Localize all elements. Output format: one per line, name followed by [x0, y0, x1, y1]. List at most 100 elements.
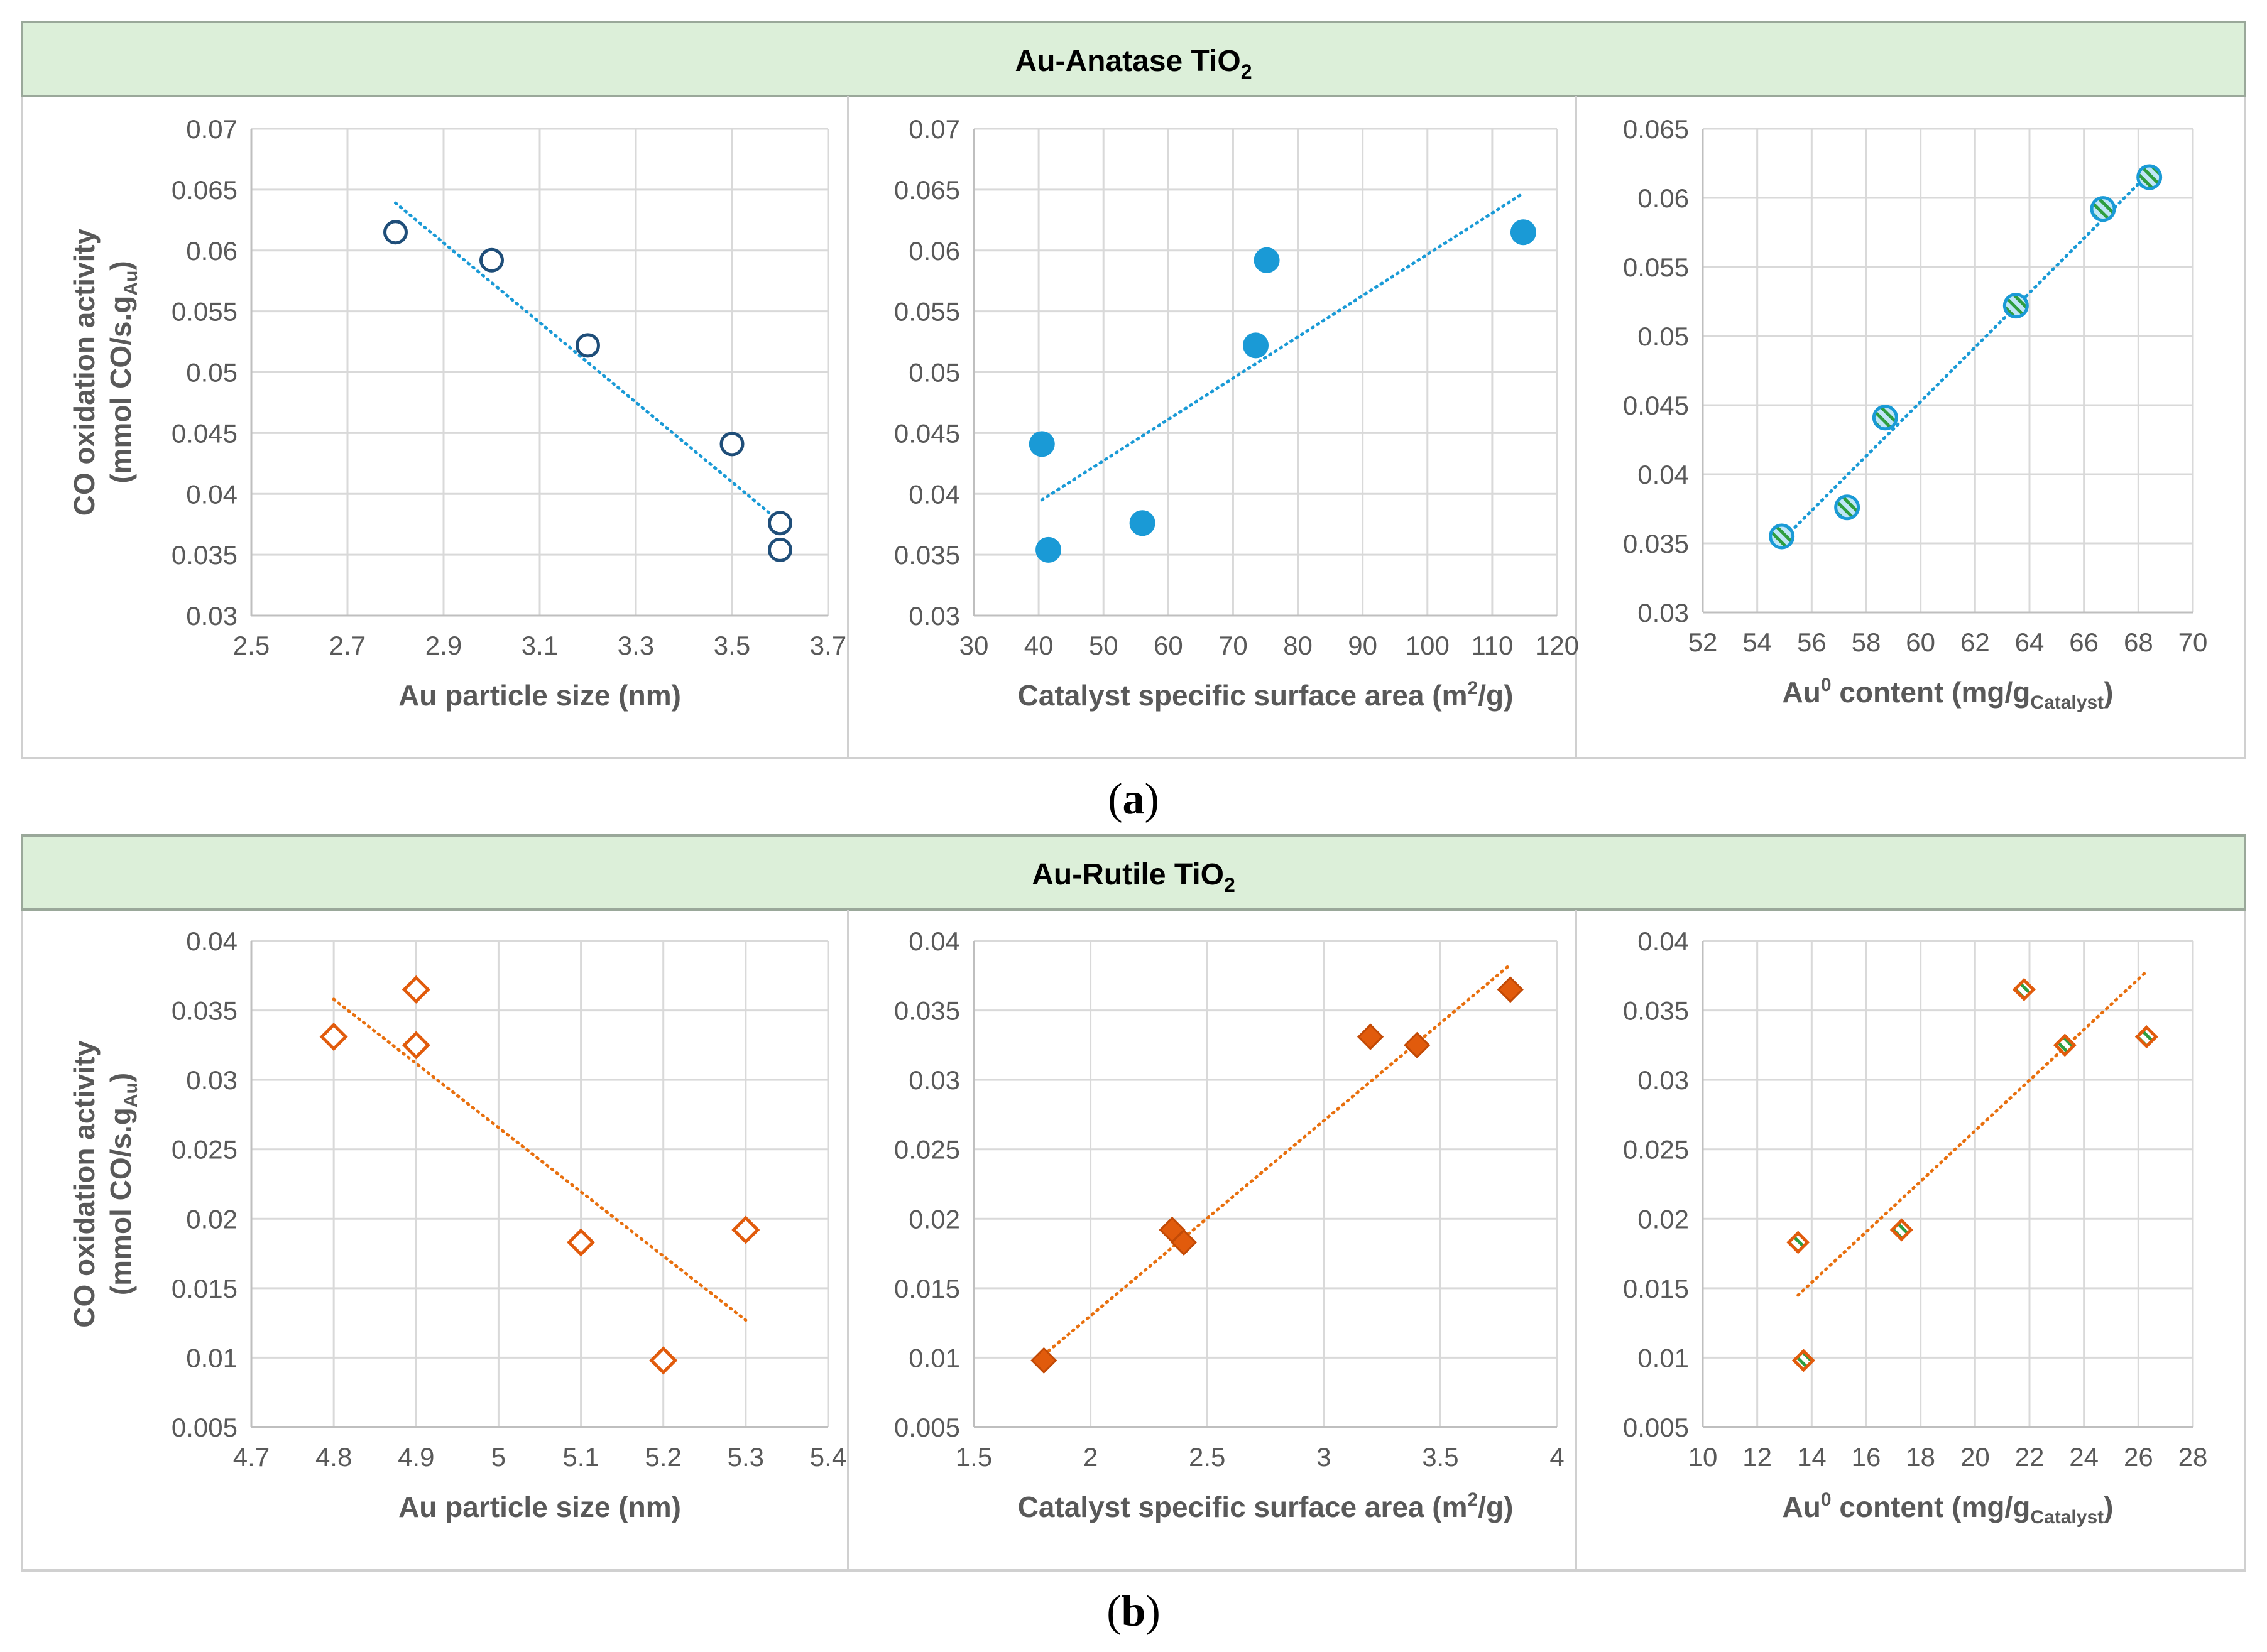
y-axis-label: CO oxidation activity (mmol CO/s.gAu) — [68, 1040, 141, 1328]
x-tick-label: 2.5 — [1189, 1442, 1225, 1472]
y-tick-label: 0.03 — [186, 601, 238, 631]
x-tick-label: 16 — [1852, 1442, 1881, 1472]
x-tick-label: 24 — [2069, 1442, 2099, 1472]
data-point — [576, 333, 600, 358]
data-point — [402, 1031, 430, 1060]
y-tick-label: 0.04 — [186, 479, 238, 509]
section-anatase: Au-Anatase TiO2 CO oxidation activity (mmo… — [21, 21, 2246, 823]
x-tick-label: 3.3 — [618, 631, 654, 660]
x-tick-label: 90 — [1348, 631, 1377, 660]
x-tick-label: 5 — [491, 1442, 506, 1472]
y-tick-label: 0.03 — [909, 1065, 960, 1095]
figure-caption: (b) — [1106, 1587, 1161, 1636]
y-tick-label: 0.025 — [172, 1135, 238, 1165]
y-tick-label: 0.025 — [894, 1135, 960, 1165]
x-tick-label: 2 — [1083, 1442, 1098, 1472]
data-point — [383, 220, 408, 245]
trendline — [332, 997, 748, 1322]
y-tick-label: 0.01 — [186, 1343, 238, 1372]
figure-caption: (a) — [1108, 775, 1159, 823]
panel-frame — [21, 834, 2246, 1572]
data-point — [1129, 510, 1155, 536]
chart-rutile-surface-area: 0.005 0.01 0.015 0.02 0.025 0.03 0.035 0.04 1.5 2… — [894, 927, 1565, 1523]
x-tick-label: 50 — [1089, 631, 1118, 660]
y-tick-label: 0.005 — [1623, 1413, 1689, 1442]
x-tick-label: 30 — [959, 631, 989, 660]
x-tick-label: 20 — [1960, 1442, 1990, 1472]
data-point — [1357, 1023, 1384, 1050]
y-tick-label: 0.05 — [1637, 322, 1689, 351]
chart-anatase-particle-size: 0.03 0.035 0.04 0.045 0.05 0.055 0.06 0.065 0.07… — [172, 114, 846, 712]
y-tick-label: 0.04 — [909, 479, 960, 509]
x-tick-label: 3 — [1316, 1442, 1331, 1472]
x-tick-label: 4.8 — [315, 1442, 352, 1472]
data-point — [1254, 247, 1280, 273]
data-point — [402, 975, 430, 1004]
x-tick-label: 3.5 — [714, 631, 750, 660]
data-point — [1834, 494, 1860, 521]
y-tick-label: 0.035 — [1623, 996, 1689, 1026]
x-tick-label: 14 — [1797, 1442, 1827, 1472]
x-tick-label: 54 — [1742, 628, 1772, 657]
y-tick-label: 0.02 — [186, 1204, 238, 1234]
x-tick-label: 68 — [2124, 628, 2153, 657]
x-tick-label: 52 — [1688, 628, 1718, 657]
trendline — [1040, 192, 1525, 502]
data-point — [1872, 405, 1898, 431]
x-tick-label: 70 — [2178, 628, 2208, 657]
y-tick-label: 0.035 — [894, 996, 960, 1026]
x-tick-label: 62 — [1960, 628, 1990, 657]
x-tick-label: 70 — [1218, 631, 1248, 660]
x-tick-label: 80 — [1283, 631, 1313, 660]
x-tick-label: 56 — [1797, 628, 1827, 657]
data-point — [319, 1023, 348, 1052]
y-tick-label: 0.065 — [1623, 114, 1689, 144]
panel-frame — [21, 21, 2246, 759]
trendline — [1796, 970, 2148, 1297]
data-point — [1510, 219, 1536, 246]
y-tick-label: 0.005 — [894, 1413, 960, 1442]
x-tick-label: 4.7 — [233, 1442, 270, 1472]
y-tick-label: 0.05 — [909, 358, 960, 388]
x-tick-label: 40 — [1024, 631, 1054, 660]
x-tick-label: 5.4 — [810, 1442, 846, 1472]
data-point — [2090, 196, 2116, 222]
data-point — [768, 511, 792, 536]
trendline — [394, 201, 782, 524]
y-tick-label: 0.035 — [172, 540, 238, 570]
data-point — [2136, 164, 2163, 190]
y-tick-label: 0.035 — [894, 540, 960, 570]
y-tick-label: 0.03 — [1637, 598, 1689, 628]
x-tick-label: 60 — [1154, 631, 1183, 660]
x-tick-label: 2.9 — [425, 631, 462, 660]
data-point — [1786, 1231, 1810, 1254]
data-point — [1029, 431, 1055, 457]
x-tick-label: 26 — [2124, 1442, 2153, 1472]
data-point — [1791, 1349, 1815, 1372]
data-point — [1170, 1229, 1198, 1256]
y-tick-label: 0.01 — [909, 1343, 960, 1372]
y-tick-label: 0.07 — [186, 114, 238, 144]
section-title: Au-Rutile TiO2 — [1032, 858, 1235, 896]
y-tick-label: 0.03 — [909, 601, 960, 631]
y-axis-label: CO oxidation activity (mmol CO/s.gAu) — [68, 228, 141, 516]
x-tick-label: 4 — [1549, 1442, 1564, 1472]
x-tick-label: 60 — [1906, 628, 1935, 657]
x-axis-label: Au particle size (nm) — [398, 1491, 681, 1523]
y-tick-label: 0.07 — [909, 114, 960, 144]
trendline — [1042, 963, 1512, 1357]
data-point — [1035, 536, 1062, 563]
chart-rutile-particle-size: 0.005 0.01 0.015 0.02 0.025 0.03 0.035 0.04 4.7 4… — [172, 927, 846, 1523]
x-tick-label: 12 — [1742, 1442, 1772, 1472]
y-tick-label: 0.04 — [1637, 460, 1689, 489]
x-tick-label: 66 — [2069, 628, 2099, 657]
x-tick-label: 64 — [2015, 628, 2045, 657]
x-tick-label: 5.2 — [645, 1442, 682, 1472]
y-tick-label: 0.06 — [909, 236, 960, 266]
data-point — [1243, 332, 1269, 359]
y-tick-label: 0.055 — [1623, 253, 1689, 282]
data-point — [2053, 1033, 2077, 1057]
y-tick-label: 0.015 — [894, 1274, 960, 1303]
y-tick-label: 0.04 — [186, 927, 238, 956]
